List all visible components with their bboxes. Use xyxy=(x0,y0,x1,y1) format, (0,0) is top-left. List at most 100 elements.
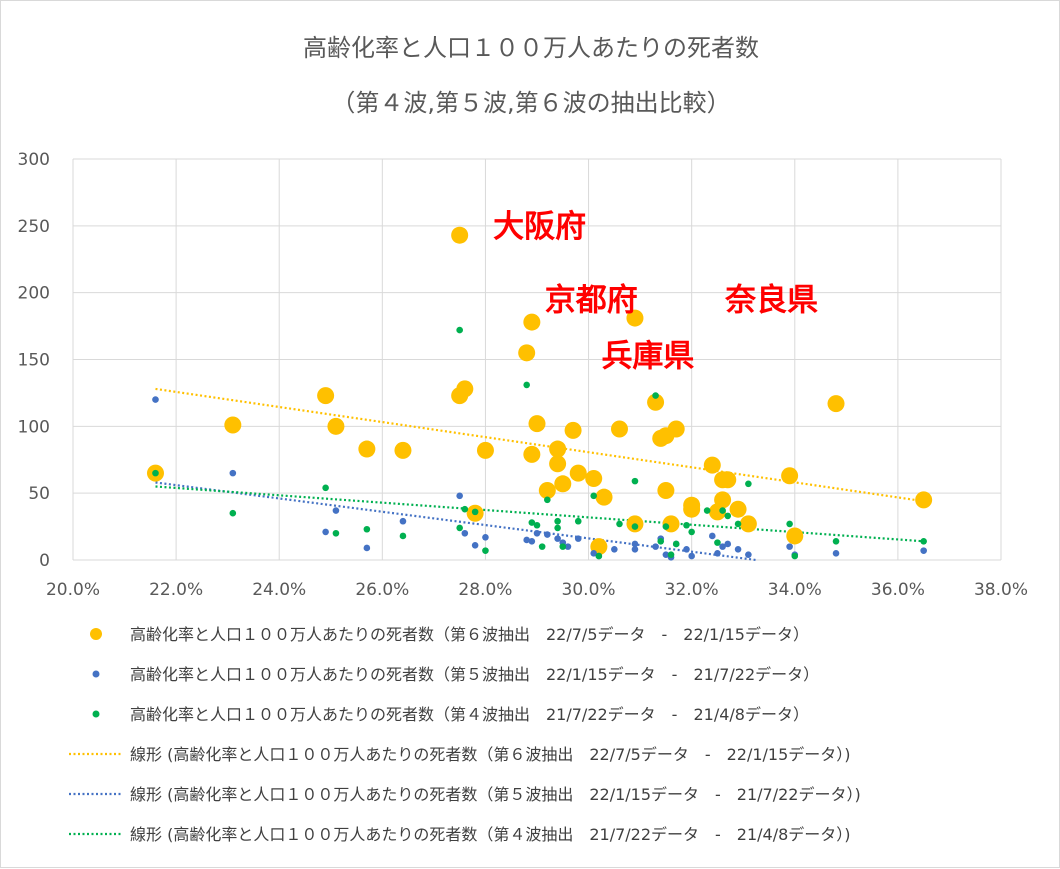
data-point xyxy=(523,381,530,389)
data-point xyxy=(538,481,556,499)
data-point xyxy=(920,547,927,554)
legend-marker xyxy=(90,628,102,640)
data-point xyxy=(451,226,469,244)
data-point xyxy=(152,396,159,403)
data-point xyxy=(832,537,840,545)
data-point xyxy=(739,515,757,533)
data-point xyxy=(564,421,582,439)
data-point xyxy=(229,469,237,477)
data-point xyxy=(708,532,716,540)
legend-marker xyxy=(92,710,100,718)
data-point xyxy=(786,520,793,528)
data-point xyxy=(734,520,742,528)
y-tick-label: 0 xyxy=(39,551,50,571)
data-point xyxy=(471,508,479,516)
data-point xyxy=(569,464,587,482)
y-tick-label: 200 xyxy=(18,284,50,304)
data-point xyxy=(332,529,340,537)
data-point xyxy=(611,546,618,553)
data-point xyxy=(456,326,463,334)
y-tick-label: 250 xyxy=(18,217,50,237)
data-point xyxy=(703,507,711,514)
data-point xyxy=(791,552,799,560)
data-point xyxy=(832,550,840,557)
data-point xyxy=(332,507,340,514)
annotation-label: 奈良県 xyxy=(724,282,818,318)
legend-entry: 線形 (高齢化率と人口１００万人あたりの死者数（第５波抽出 22/1/15データ… xyxy=(130,785,861,804)
y-tick-label: 50 xyxy=(28,484,50,504)
y-tick-label: 300 xyxy=(18,150,50,170)
data-point xyxy=(559,543,567,550)
data-point xyxy=(461,529,469,537)
data-point xyxy=(631,523,639,530)
data-point xyxy=(564,543,572,550)
data-point xyxy=(683,521,690,529)
data-point xyxy=(595,552,603,560)
data-point xyxy=(482,547,489,554)
data-point xyxy=(152,469,159,477)
data-point xyxy=(322,484,329,492)
data-point xyxy=(781,467,799,485)
data-point xyxy=(533,521,541,529)
data-point xyxy=(915,491,933,509)
data-point xyxy=(683,496,701,514)
data-point xyxy=(554,524,561,532)
data-point xyxy=(471,541,479,549)
data-point xyxy=(476,441,494,459)
trendline xyxy=(155,387,924,503)
data-point xyxy=(394,441,412,459)
data-point xyxy=(595,488,613,506)
data-point xyxy=(528,519,536,526)
data-point xyxy=(631,477,639,485)
data-point xyxy=(585,469,603,487)
data-point xyxy=(662,551,670,558)
data-point xyxy=(574,517,582,525)
data-point xyxy=(729,500,747,518)
x-tick-label: 22.0% xyxy=(149,580,203,600)
data-point xyxy=(456,380,474,398)
y-tick-label: 150 xyxy=(18,351,50,371)
data-point xyxy=(683,546,690,553)
x-tick-label: 20.0% xyxy=(46,580,100,600)
data-point xyxy=(745,551,752,558)
legend-entry: 高齢化率と人口１００万人あたりの死者数（第６波抽出 22/7/5データ - 22… xyxy=(130,625,809,644)
data-point xyxy=(631,540,639,548)
data-point xyxy=(652,543,659,550)
data-point xyxy=(688,528,695,536)
data-point xyxy=(363,544,371,552)
legend-entry: 線形 (高齢化率と人口１００万人あたりの死者数（第４波抽出 21/7/22データ… xyxy=(130,825,851,844)
data-point xyxy=(703,456,721,474)
data-point xyxy=(317,387,335,405)
data-point xyxy=(549,455,567,473)
data-point xyxy=(616,520,623,528)
legend-entry: 高齢化率と人口１００万人あたりの死者数（第４波抽出 21/7/22データ - 2… xyxy=(130,705,809,724)
data-point xyxy=(523,536,530,544)
data-points xyxy=(146,226,933,561)
annotation-label: 京都府 xyxy=(545,282,638,318)
data-point xyxy=(657,537,665,545)
legend-entry: 高齢化率と人口１００万人あたりの死者数（第５波抽出 22/1/15データ - 2… xyxy=(130,665,819,684)
data-point xyxy=(538,543,546,550)
data-point xyxy=(626,309,644,327)
data-point xyxy=(610,420,628,438)
data-point xyxy=(590,492,598,500)
data-point xyxy=(745,480,752,488)
data-point xyxy=(590,550,598,557)
data-point xyxy=(224,416,242,434)
data-point xyxy=(518,344,536,362)
data-point xyxy=(528,537,536,545)
x-tick-label: 24.0% xyxy=(252,580,306,600)
data-point xyxy=(456,492,463,500)
x-tick-label: 32.0% xyxy=(665,580,719,600)
data-point xyxy=(647,393,665,411)
data-point xyxy=(327,417,345,435)
y-tick-label: 100 xyxy=(18,417,50,437)
data-point xyxy=(724,540,732,548)
legend-marker xyxy=(92,670,100,678)
data-point xyxy=(554,475,572,493)
data-point xyxy=(719,543,726,550)
data-point xyxy=(574,535,582,542)
data-point xyxy=(734,546,742,553)
